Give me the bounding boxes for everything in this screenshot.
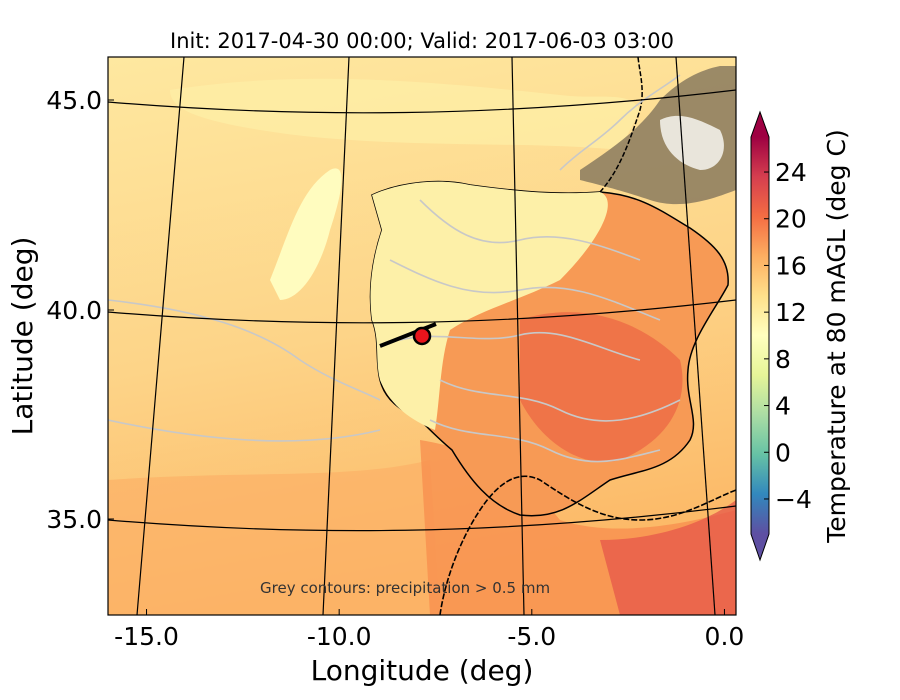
y-tick-label: 45.0 <box>46 86 102 115</box>
x-tick-label: -10.0 <box>307 622 372 651</box>
colorbar-label: Temperature at 80 mAGL (deg C) <box>822 129 851 543</box>
colorbar-extend-min <box>751 534 769 560</box>
parallel-40 <box>108 299 736 324</box>
cool-northwest-iberia <box>370 181 608 430</box>
graticule <box>108 57 736 615</box>
colorbar-tick-label: 8 <box>775 345 791 374</box>
x-axis-label: Longitude (deg) <box>311 654 534 687</box>
meridian-5w <box>511 57 525 615</box>
precipitation-contours <box>108 74 681 463</box>
y-tick-label: 35.0 <box>46 505 102 534</box>
y-axis-label: Latitude (deg) <box>6 237 39 436</box>
x-tick-label: -15.0 <box>114 622 179 651</box>
warm-sea-region-south <box>108 460 440 615</box>
x-tick-label: -5.0 <box>507 622 556 651</box>
parallel-35 <box>108 505 736 532</box>
colorbar-tick-label: 0 <box>775 438 791 467</box>
france-coastline <box>599 57 643 193</box>
alpine-mountains-cold <box>580 66 736 205</box>
colorbar-tick-label: 12 <box>775 298 807 327</box>
meridian-10w <box>322 57 350 615</box>
colorbar-tick-label: −4 <box>775 485 812 514</box>
snow-peaks <box>660 115 724 170</box>
colorbar-tick-label: 16 <box>775 251 807 280</box>
colorbar: 24 20 16 12 8 4 0 −4 <box>750 110 812 562</box>
colorbar-scale <box>751 137 769 534</box>
map-plot-area: Grey contours: precipitation > 0.5 mm <box>108 57 736 615</box>
x-axis: -15.0 -10.0 -5.0 0.0 <box>114 609 744 651</box>
meridian-15w <box>136 57 185 615</box>
colorbar-tick-label: 24 <box>775 158 807 187</box>
precipitation-annotation: Grey contours: precipitation > 0.5 mm <box>260 579 550 597</box>
colorbar-tick-label: 4 <box>775 392 791 421</box>
colorbar-tick-label: 20 <box>775 205 807 234</box>
x-tick-label: 0.0 <box>705 622 745 651</box>
hot-central-spain <box>520 312 683 462</box>
map-title: Init: 2017-04-30 00:00; Valid: 2017-06-0… <box>170 29 674 53</box>
cool-ocean-north <box>170 78 640 150</box>
y-axis: 45.0 40.0 35.0 <box>46 86 114 534</box>
cool-ocean-tongue <box>270 168 342 300</box>
parallel-45 <box>108 89 736 114</box>
map-frame <box>107 56 737 616</box>
marker-line <box>379 322 437 348</box>
hot-region-africa <box>600 500 736 615</box>
y-tick-label: 40.0 <box>46 296 102 325</box>
colorbar-extend-max <box>751 112 769 137</box>
colorbar-outline <box>750 110 770 562</box>
meridian-0 <box>675 57 716 615</box>
location-marker[interactable] <box>412 326 432 346</box>
north-africa-coastline <box>439 475 736 615</box>
